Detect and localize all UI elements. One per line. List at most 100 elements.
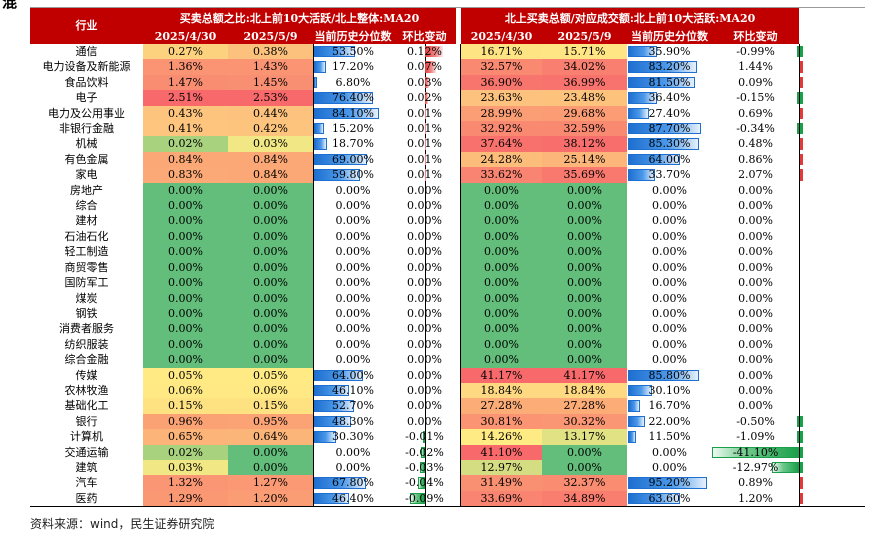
- percentile-bar: [314, 61, 326, 73]
- right-date1-cell: 12.97%: [461, 459, 543, 476]
- left-percentile-cell-value: 0.00%: [335, 337, 371, 351]
- left-date2-cell-value: 0.00%: [253, 337, 288, 351]
- right-date2-cell: 36.99%: [542, 74, 628, 91]
- positive-change-bar: [424, 153, 427, 166]
- left-change-cell-value: 0.00%: [407, 276, 442, 290]
- left-date2-cell-value: 0.00%: [253, 276, 288, 290]
- industry-name-value: 电子: [75, 91, 98, 105]
- top-rule: [30, 7, 865, 8]
- right-percentile-cell: 0.00%: [627, 445, 712, 460]
- industry-name-value: 计算机: [70, 430, 103, 444]
- right-change-cell: 0.86%: [712, 152, 799, 167]
- right-percentile-cell-value: 0.00%: [652, 260, 687, 274]
- right-date1-cell-value: 30.81%: [480, 414, 523, 428]
- right-date1-cell-value: 0.00%: [484, 353, 519, 367]
- left-date2-cell: 0.15%: [228, 398, 313, 414]
- left-date1-cell-value: 0.43%: [168, 106, 203, 120]
- right-date1-cell-value: 0.00%: [484, 291, 519, 305]
- right-date2-cell-value: 32.59%: [563, 122, 606, 136]
- column-gap: [456, 244, 462, 260]
- left-date1-cell: 0.00%: [143, 336, 228, 353]
- right-date1-cell-value: 24.28%: [480, 152, 523, 166]
- left-date1-cell: 0.15%: [143, 398, 228, 414]
- right-date2-cell: 29.68%: [542, 105, 628, 122]
- right-date2-cell: 0.00%: [542, 182, 628, 199]
- right-change-cell: 0.48%: [712, 136, 799, 151]
- row-edge: [799, 59, 865, 75]
- left-percentile-cell-value: 0.00%: [335, 460, 371, 474]
- positive-change-marker: [800, 492, 804, 505]
- right-percentile-cell: 87.70%: [627, 121, 712, 136]
- right-percentile-cell: 0.00%: [627, 183, 712, 198]
- left-date2-cell: 0.00%: [228, 336, 313, 353]
- left-date1-cell: 0.00%: [143, 198, 228, 214]
- right-percentile-cell: 0.00%: [627, 213, 712, 228]
- positive-change-marker: [800, 477, 804, 489]
- left-date2-cell-value: 0.84%: [253, 168, 288, 182]
- industry-name-value: 交通运输: [64, 445, 109, 459]
- left-change-cell: 0.01%: [393, 136, 456, 152]
- left-date2-cell-value: 0.95%: [253, 414, 288, 428]
- column-gap: [456, 382, 462, 399]
- industry-name-value: 电力及公用事业: [48, 106, 125, 120]
- left-date1-cell-value: 0.00%: [168, 337, 203, 351]
- column-gap: [456, 259, 462, 276]
- left-percentile-cell: 59.80%: [313, 167, 393, 183]
- right-date1-cell: 0.00%: [461, 213, 543, 229]
- right-date2-cell: 0.00%: [542, 244, 628, 260]
- left-date2-cell-value: 0.00%: [253, 183, 288, 197]
- right-percentile-cell: 0.00%: [627, 291, 712, 306]
- right-change-cell-value: -0.15%: [736, 91, 775, 105]
- left-change-cell-value: 0.00%: [407, 199, 442, 213]
- left-date1-cell-value: 0.84%: [168, 152, 203, 166]
- right-date1-cell-value: 16.71%: [480, 45, 523, 58]
- left-change-cell: 0.03%: [393, 74, 456, 91]
- left-percentile-cell-value: 0.00%: [335, 183, 371, 197]
- right-date2-cell: 23.48%: [542, 90, 628, 106]
- left-change-cell: 0.00%: [393, 336, 456, 353]
- left-percentile-cell: 0.00%: [313, 275, 393, 291]
- right-date2-cell-value: 32.37%: [563, 476, 606, 490]
- industry-name: 食品饮料: [30, 74, 143, 91]
- right-change-cell-value: -0.99%: [736, 45, 775, 58]
- right-percentile-cell: 95.20%: [627, 475, 712, 490]
- left-date1-cell-value: 0.00%: [168, 276, 203, 290]
- table-row: 有色金属 0.84% 0.84% 69.00% 0.01% 24.28% 25.14% 64.…: [30, 151, 865, 168]
- right-change-cell: 0.00%: [712, 244, 799, 259]
- table-row: 通信 0.27% 0.38% 53.50% 0.12% 16.71% 15.71% 35.90…: [30, 44, 865, 60]
- percentile-bar: [314, 384, 349, 397]
- left-percentile-cell-value: 52.70%: [332, 399, 374, 413]
- right-date1-cell-value: 0.00%: [484, 183, 519, 197]
- left-percentile-cell: 0.00%: [313, 305, 393, 322]
- industry-name-value: 石油石化: [64, 229, 109, 243]
- percentile-bar: [628, 431, 636, 443]
- left-date1-cell-value: 0.06%: [168, 383, 203, 397]
- negative-change-bar: [796, 46, 800, 58]
- industry-name-value: 建材: [75, 214, 98, 228]
- table-row: 机械 0.02% 0.03% 18.70% 0.01% 37.64% 38.12% 85.30…: [30, 136, 865, 152]
- left-date1-cell-value: 1.36%: [168, 60, 203, 74]
- left-change-cell: 0.00%: [393, 352, 456, 368]
- left-date2-cell: 0.06%: [228, 382, 313, 399]
- table-row: 综合金融 0.00% 0.00% 0.00% 0.00% 0.00% 0.00% 0.00% 0…: [30, 352, 865, 368]
- left-change-cell-value: 0.03%: [407, 75, 442, 89]
- right-percentile-cell-value: 0.00%: [652, 276, 687, 290]
- left-date1-cell: 0.43%: [143, 105, 228, 122]
- right-percentile-cell-value: 63.60%: [648, 491, 691, 505]
- industry-table: 行业 买卖总额之比:北上前10大活跃/北上整体:MA20 北上买卖总额/对应成交…: [30, 8, 866, 507]
- left-date2-cell-value: 0.44%: [253, 106, 288, 120]
- column-gap: [456, 136, 462, 152]
- column-gap: [456, 413, 462, 430]
- right-change-cell: 0.00%: [712, 260, 799, 275]
- row-edge: [799, 44, 865, 60]
- right-change-cell: -0.50%: [712, 414, 800, 429]
- industry-name: 有色金属: [30, 151, 143, 168]
- right-date1-cell: 31.49%: [461, 475, 543, 491]
- left-date1-cell-value: 0.00%: [168, 306, 203, 320]
- left-change-cell-value: 0.12%: [407, 45, 442, 58]
- industry-name: 交通运输: [30, 444, 143, 460]
- left-percentile-cell-value: 69.00%: [332, 152, 374, 166]
- right-date2-cell: 0.00%: [542, 444, 628, 460]
- right-percentile-cell-value: 0.00%: [652, 445, 687, 459]
- right-percentile-cell-value: 83.20%: [648, 60, 691, 74]
